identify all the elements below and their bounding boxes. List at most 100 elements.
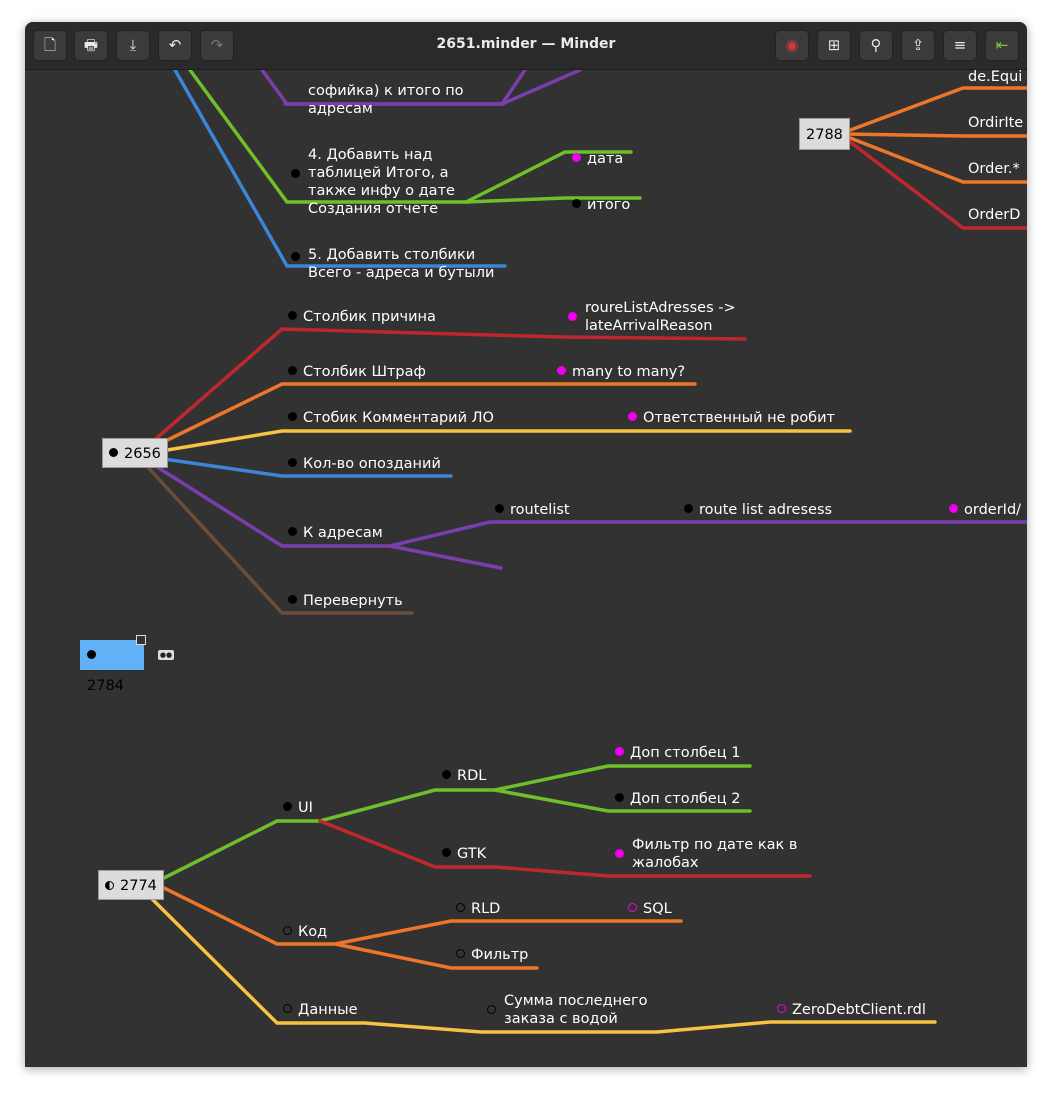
node-text: К адресам: [303, 525, 383, 541]
node-text[interactable]: OrderD: [968, 207, 1021, 223]
empty-dot-icon: [283, 1004, 292, 1013]
empty-dot-icon: [456, 903, 465, 912]
zoom-fit-icon[interactable]: ⊞: [817, 30, 851, 61]
node-text-line: таблицей Итого, а: [291, 164, 455, 182]
node-filter-note[interactable]: Фильтр по дате как в жалобах: [615, 836, 797, 872]
root-node-2788[interactable]: 2788: [799, 118, 850, 150]
node-text: Всего - адреса и бутыли: [308, 265, 495, 281]
node-route-list-adresess[interactable]: route list adresess: [684, 501, 832, 519]
node-text[interactable]: Order.*: [968, 161, 1020, 177]
node-dot-icon: [291, 252, 300, 261]
node-data[interactable]: Данные: [283, 1001, 358, 1019]
root-node-2774[interactable]: 2774: [98, 870, 164, 900]
search-icon[interactable]: ⚲: [859, 30, 893, 61]
node-total[interactable]: итого: [572, 196, 630, 214]
node-text: lateArrivalReason: [585, 318, 713, 334]
node-fine-note[interactable]: many to many?: [557, 363, 685, 381]
sidebar-icon[interactable]: ⇤: [985, 30, 1019, 61]
node-text: 2656: [124, 446, 161, 462]
resize-handle[interactable]: [136, 635, 146, 645]
redo-icon[interactable]: ↷: [200, 30, 234, 61]
export-icon[interactable]: ⇪: [901, 30, 935, 61]
download-icon[interactable]: ⤓: [116, 30, 150, 61]
node-flip[interactable]: Перевернуть: [288, 592, 403, 610]
node-zero-debt[interactable]: ZeroDebtClient.rdl: [777, 1001, 926, 1019]
node-comment[interactable]: Стобик Комментарий ЛО: [288, 409, 494, 427]
node-text: UI: [298, 800, 313, 816]
note-empty-dot-icon: [628, 903, 637, 912]
node-text: Доп столбец 1: [630, 745, 741, 761]
node-add-above[interactable]: 4. Добавить над таблицей Итого, а также …: [291, 146, 455, 218]
node-text: ZeroDebtClient.rdl: [792, 1002, 926, 1018]
root-node-2656[interactable]: 2656: [102, 438, 168, 468]
new-file-icon[interactable]: 🗋: [33, 30, 67, 61]
node-code[interactable]: Код: [283, 923, 327, 941]
node-text: дата: [587, 151, 624, 167]
node-text: RDL: [457, 768, 487, 784]
node-fine[interactable]: Столбик Штраф: [288, 363, 426, 381]
note-dot-icon: [949, 504, 958, 513]
node-text: заказа с водой: [504, 1011, 618, 1027]
node-text[interactable]: OrdirIte: [968, 115, 1024, 131]
node-late-count[interactable]: Кол-во опозданий: [288, 455, 441, 473]
print-icon[interactable]: 🖶: [74, 30, 108, 61]
node-rdl[interactable]: RDL: [442, 767, 486, 785]
undo-icon[interactable]: ↶: [158, 30, 192, 61]
node-comment-note[interactable]: Ответственный не робит: [628, 409, 835, 427]
node-dot-icon: [572, 199, 581, 208]
note-dot-icon: [615, 849, 624, 858]
node-to-addresses[interactable]: К адресам: [288, 524, 383, 542]
node-text: Столбик Штраф: [303, 364, 426, 380]
node-dot-icon: [288, 458, 297, 467]
note-dot-icon: [568, 312, 577, 321]
node-reason[interactable]: Столбик причина: [288, 308, 436, 326]
node-text: GTK: [457, 846, 487, 862]
menu-icon[interactable]: ≡: [943, 30, 977, 61]
node-dot-icon: [288, 527, 297, 536]
note-dot-icon: [572, 153, 581, 162]
node-order-id[interactable]: orderId/: [949, 501, 1021, 519]
node-text: Сумма последнего: [504, 993, 648, 1009]
node-sum-last[interactable]: Сумма последнего заказа с водой: [487, 992, 648, 1028]
node-text: 2784: [87, 678, 124, 694]
node-text: roureListAdresses ->: [585, 300, 736, 316]
node-text: таблицей Итого, а: [308, 165, 449, 181]
node-text: Фильтр: [471, 947, 529, 963]
node-reason-note[interactable]: roureListAdresses -> lateArrivalReason: [568, 299, 736, 335]
node-text: Столбик причина: [303, 309, 436, 325]
focus-target-icon[interactable]: ◉: [775, 30, 809, 61]
node-text: итого: [587, 197, 631, 213]
node-gtk[interactable]: GTK: [442, 845, 486, 863]
node-dot-icon: [288, 366, 297, 375]
node-text: также инфу о дате: [308, 183, 455, 199]
link-icon[interactable]: ●●: [158, 650, 174, 660]
node-text[interactable]: софийка) к итого по: [308, 83, 464, 99]
node-add-columns[interactable]: 5. Добавить столбики Всего - адреса и бу…: [291, 246, 494, 282]
node-dot-icon: [87, 650, 96, 659]
node-ui[interactable]: UI: [283, 799, 313, 817]
node-text: жалобах: [632, 855, 699, 871]
empty-dot-icon: [456, 949, 465, 958]
node-extra-col-1[interactable]: Доп столбец 1: [615, 744, 740, 762]
node-filter[interactable]: Фильтр: [456, 946, 528, 964]
node-rld[interactable]: RLD: [456, 900, 500, 918]
node-text: routelist: [510, 502, 570, 518]
node-dot-icon: [495, 504, 504, 513]
node-text: Создания отчете: [308, 201, 439, 217]
node-text[interactable]: адресам: [308, 101, 373, 117]
node-text: 5. Добавить столбики: [308, 247, 476, 263]
node-dot-icon: [442, 770, 451, 779]
node-date[interactable]: дата: [572, 150, 623, 168]
node-text: Код: [298, 924, 328, 940]
node-extra-col-2[interactable]: Доп столбец 2: [615, 790, 740, 808]
node-text[interactable]: de.Equi: [968, 70, 1023, 85]
node-text-line: Всего - адреса и бутыли: [291, 252, 495, 282]
node-routelist[interactable]: routelist: [495, 501, 570, 519]
mind-map-canvas[interactable]: софийка) к итого по адресам 4. Добавить …: [25, 70, 1027, 1067]
note-dot-icon: [557, 366, 566, 375]
node-sql[interactable]: SQL: [628, 900, 672, 918]
root-node-2784-selected[interactable]: 2784: [80, 640, 144, 694]
node-dot-icon: [288, 595, 297, 604]
node-text: Кол-во опозданий: [303, 456, 441, 472]
node-dot-icon: [684, 504, 693, 513]
